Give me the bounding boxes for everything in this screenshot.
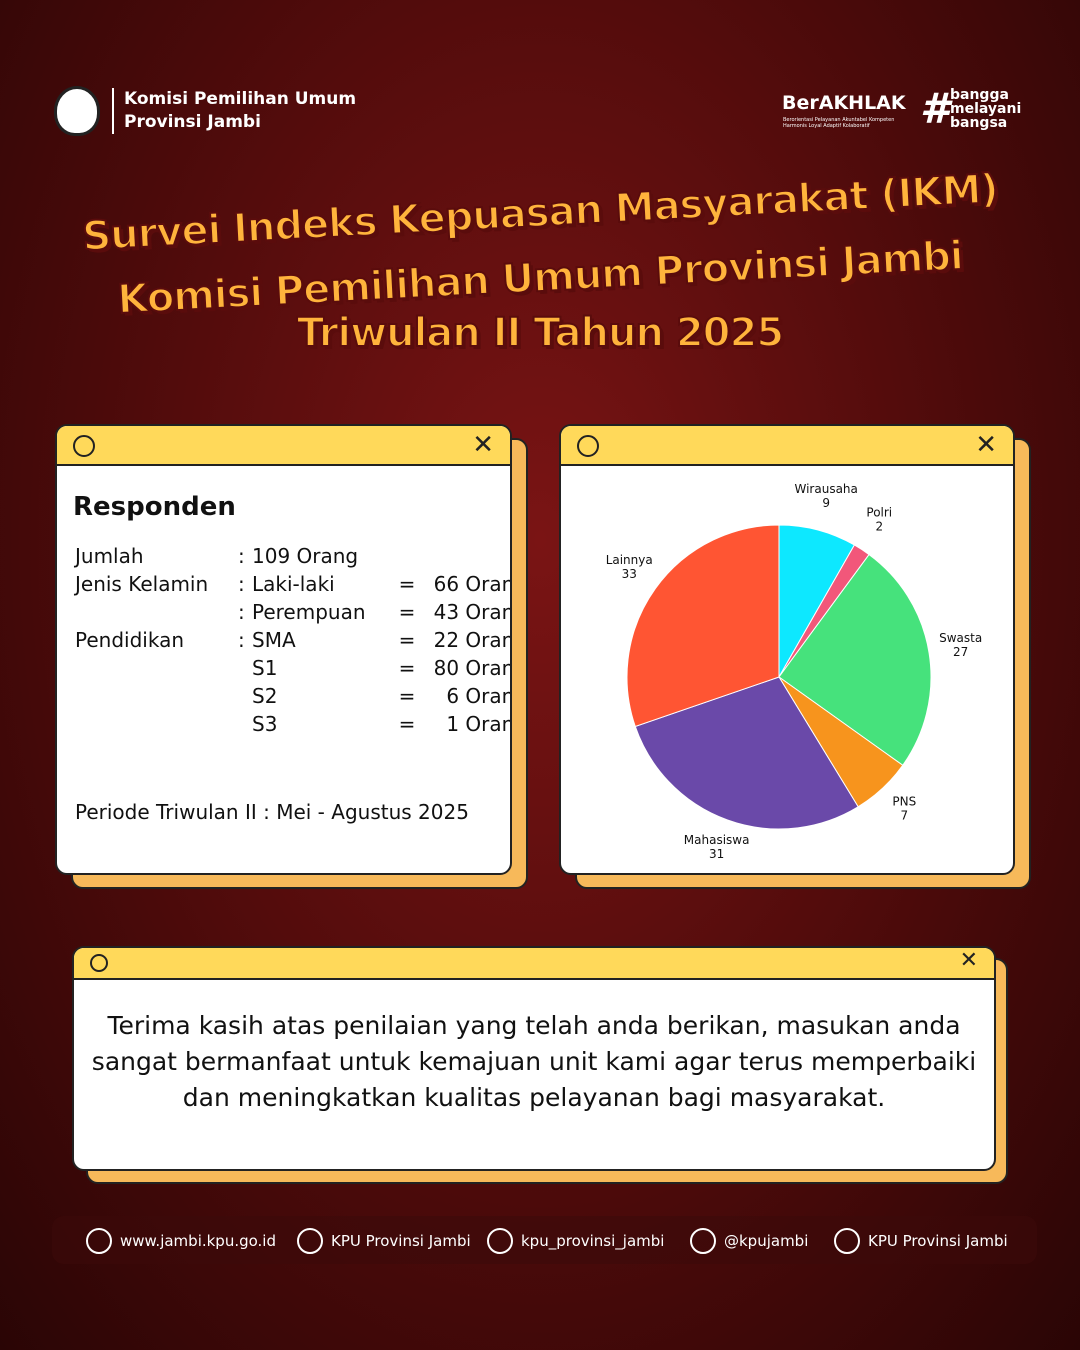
footer-item[interactable]: KPU Provinsi Jambi [297, 1228, 471, 1254]
brand-tagline: Berorientasi Pelayanan Akuntabel Kompete… [783, 117, 895, 129]
slice-label: Lainnya [606, 553, 653, 567]
card-bar: ✕ [74, 948, 994, 980]
table-cell: = [398, 628, 416, 652]
footer-item[interactable]: KPU Provinsi Jambi [834, 1228, 1008, 1254]
slice-label: PNS [892, 795, 916, 809]
slice-value: 2 [875, 520, 883, 534]
table-cell: : [238, 572, 245, 596]
org-name: Komisi Pemilihan Umum Provinsi Jambi [112, 88, 356, 134]
respondent-table: Jumlah:109 Orang Jenis Kelamin: Laki-laki =… [75, 544, 510, 737]
slice-value: 31 [709, 847, 724, 861]
slice-value: 7 [901, 809, 909, 823]
table-cell: Pendidikan [75, 628, 184, 652]
slice-value: 9 [822, 496, 830, 510]
table-cell: 1 Orang [446, 712, 510, 736]
table-cell [238, 684, 252, 709]
card-bar: ✕ [561, 426, 1013, 466]
footer-link[interactable]: www.jambi.kpu.go.id [120, 1232, 276, 1250]
slice-label: Mahasiswa [684, 833, 750, 847]
card-title: Responden [73, 492, 236, 522]
logo [54, 86, 100, 136]
slogan-line: bangsa [950, 115, 1008, 131]
footer-link[interactable]: KPU Provinsi Jambi [331, 1232, 471, 1250]
table-cell: : [238, 600, 245, 624]
table-cell [427, 544, 510, 569]
message: Terima kasih atas penilaian yang telah a… [91, 1011, 977, 1112]
footer-item[interactable]: kpu_provinsi_jambi [487, 1228, 664, 1254]
table-cell: Laki-laki [252, 572, 335, 596]
slice-label: Wirausaha [794, 482, 857, 496]
table-cell: 22 Orang [433, 628, 510, 652]
table-cell: 66 Orang [433, 572, 510, 596]
slice-label: Swasta [939, 631, 982, 645]
footer-item[interactable]: @kpujambi [690, 1228, 808, 1254]
table-cell: Jumlah [75, 544, 144, 568]
footer-link[interactable]: @kpujambi [724, 1232, 809, 1250]
table-cell: 80 Orang [433, 656, 510, 680]
footer [52, 1216, 1037, 1264]
table-cell: 43 Orang [433, 600, 510, 624]
slogan: bangga melayani bangsa [950, 88, 1021, 130]
table-cell [75, 712, 238, 737]
org-line: Provinsi Jambi [124, 112, 261, 132]
title-line: Triwulan II Tahun 2025 [296, 309, 785, 357]
table-cell: = [398, 572, 416, 596]
table-cell [75, 684, 238, 709]
table-cell: S2 [252, 684, 278, 708]
slice-value: 27 [953, 645, 968, 659]
slogan-line: melayani [950, 101, 1022, 117]
table-cell [75, 600, 238, 625]
table-cell: : [238, 628, 245, 652]
table-cell [387, 544, 427, 569]
pie-slice [778, 553, 932, 766]
footer-item[interactable]: www.jambi.kpu.go.id [86, 1228, 276, 1254]
table-cell: 6 Orang [446, 684, 510, 708]
message-card: ✕ Terima kasih atas penilaian yang telah… [72, 946, 996, 1171]
slice-label: Polri [866, 506, 892, 520]
brand: BerAKHLAK [782, 92, 906, 114]
table-cell: S3 [252, 712, 278, 736]
table-cell [238, 656, 252, 681]
table-cell: S1 [252, 656, 278, 680]
table-cell [238, 712, 252, 737]
table-cell: 109 Orang [252, 544, 359, 568]
slogan-line: bangga [950, 87, 1009, 103]
table-cell: = [398, 684, 416, 708]
table-cell: = [398, 712, 416, 736]
period: Periode Triwulan II : Mei - Agustus 2025 [75, 800, 469, 824]
table-cell: = [398, 600, 416, 624]
table-cell: Perempuan [252, 600, 366, 624]
hash-icon: # [920, 84, 950, 133]
slice-value: 33 [622, 567, 637, 581]
footer-link[interactable]: kpu_provinsi_jambi [521, 1232, 665, 1250]
pie-slice [626, 524, 780, 728]
respondent-card: ✕ Responden Jumlah:109 Orang Jenis Kelami… [55, 424, 512, 875]
org-line: Komisi Pemilihan Umum [124, 89, 357, 109]
card-bar: ✕ [57, 426, 510, 466]
table-cell: : [238, 544, 245, 568]
table-cell: SMA [252, 628, 296, 652]
table-cell: Jenis Kelamin [75, 572, 209, 596]
pie-slice [634, 676, 859, 830]
table-cell [75, 656, 238, 681]
footer-link[interactable]: KPU Provinsi Jambi [868, 1232, 1008, 1250]
table-cell: = [398, 656, 416, 680]
